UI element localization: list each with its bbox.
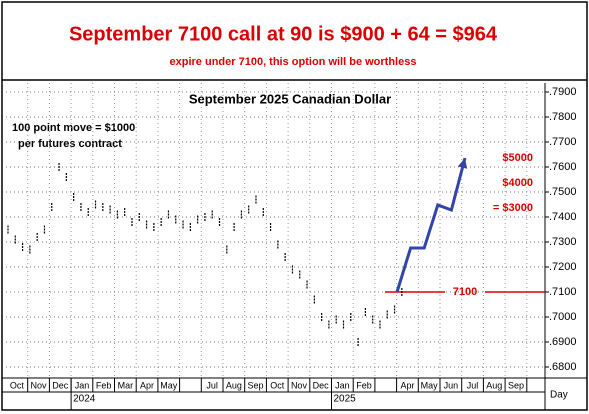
x-tick-label: Mar	[118, 380, 134, 390]
x-tick-label: Oct	[270, 380, 285, 390]
x-tick-label: Jul	[206, 380, 218, 390]
y-tick-label: .7100	[549, 286, 577, 298]
arrow-head	[457, 158, 468, 169]
x-tick-label: Jan	[75, 380, 90, 390]
x-unit-label: Day	[550, 390, 568, 401]
x-tick-label: Apr	[140, 380, 154, 390]
x-tick-label: May	[421, 380, 439, 390]
headline: September 7100 call at 90 is $900 + 64 =…	[69, 23, 498, 45]
x-tick-label: Sep	[508, 380, 524, 390]
year-label: 2024	[73, 394, 96, 405]
y-tick-label: .7200	[549, 261, 577, 273]
year-label: 2025	[334, 394, 357, 405]
x-tick-label: Feb	[356, 380, 372, 390]
profit-label: $4000	[502, 177, 533, 189]
x-tick-label: Nov	[31, 380, 48, 390]
projection-line	[395, 157, 467, 293]
x-tick-label: Jun	[444, 380, 459, 390]
x-tick-label: Jan	[335, 380, 350, 390]
y-tick-label: .6800	[549, 361, 577, 373]
y-tick-label: .7700	[549, 136, 577, 148]
profit-label: = $3000	[493, 202, 533, 214]
note: per futures contract	[18, 138, 122, 150]
x-tick-label: Dec	[52, 380, 69, 390]
y-tick-label: .7900	[549, 86, 577, 98]
y-tick-label: .6900	[549, 336, 577, 348]
y-tick-label: .7400	[549, 211, 577, 223]
x-tick-label: Jul	[467, 380, 479, 390]
subheadline: expire under 7100, this option will be w…	[170, 56, 417, 68]
x-tick-label: Apr	[400, 380, 414, 390]
x-tick-label: Oct	[10, 380, 25, 390]
x-tick-label: Aug	[486, 380, 502, 390]
x-tick-label: May	[160, 380, 178, 390]
x-tick-label: Nov	[291, 380, 308, 390]
profit-label: $5000	[502, 152, 533, 164]
x-tick-label: Sep	[248, 380, 264, 390]
y-tick-label: .7600	[549, 161, 577, 173]
y-tick-label: .7000	[549, 311, 577, 323]
x-tick-label: Dec	[313, 380, 330, 390]
chart-title: September 2025 Canadian Dollar	[189, 91, 391, 106]
strike-label: 7100	[453, 286, 477, 298]
y-tick-label: .7800	[549, 111, 577, 123]
y-tick-label: .7500	[549, 186, 577, 198]
x-tick-label: Aug	[226, 380, 242, 390]
x-tick-label: Feb	[96, 380, 112, 390]
note: 100 point move = $1000	[12, 122, 135, 134]
y-tick-label: .7300	[549, 236, 577, 248]
